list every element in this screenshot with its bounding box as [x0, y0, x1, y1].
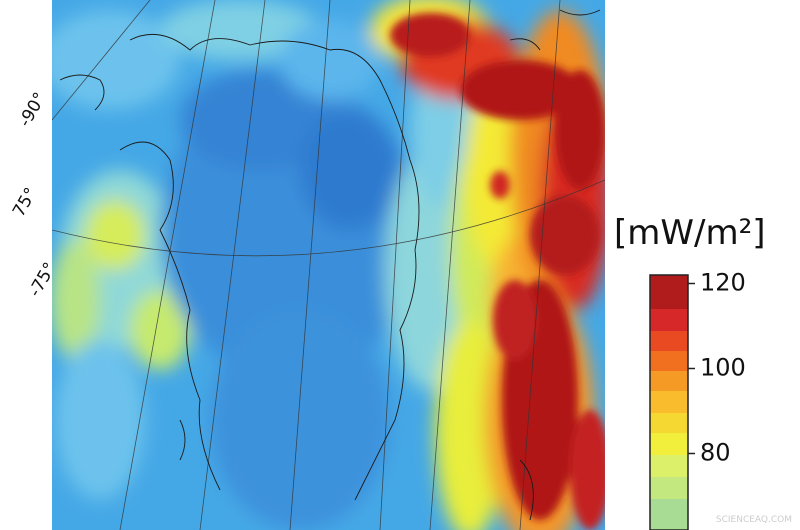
colorbar-unit: [mW/m²] [614, 213, 765, 253]
colorbar-tick-label: 80 [700, 439, 731, 467]
watermark: SCIENCEAQ.COM [716, 515, 792, 525]
colorbar-tick-label: 120 [700, 269, 746, 297]
heat-flux-map [52, 0, 605, 530]
graticule-label: 75° [9, 184, 41, 220]
colorbar [649, 274, 689, 530]
graticule-label: -90° [15, 89, 50, 130]
colorbar-tick-label: 100 [700, 354, 746, 382]
